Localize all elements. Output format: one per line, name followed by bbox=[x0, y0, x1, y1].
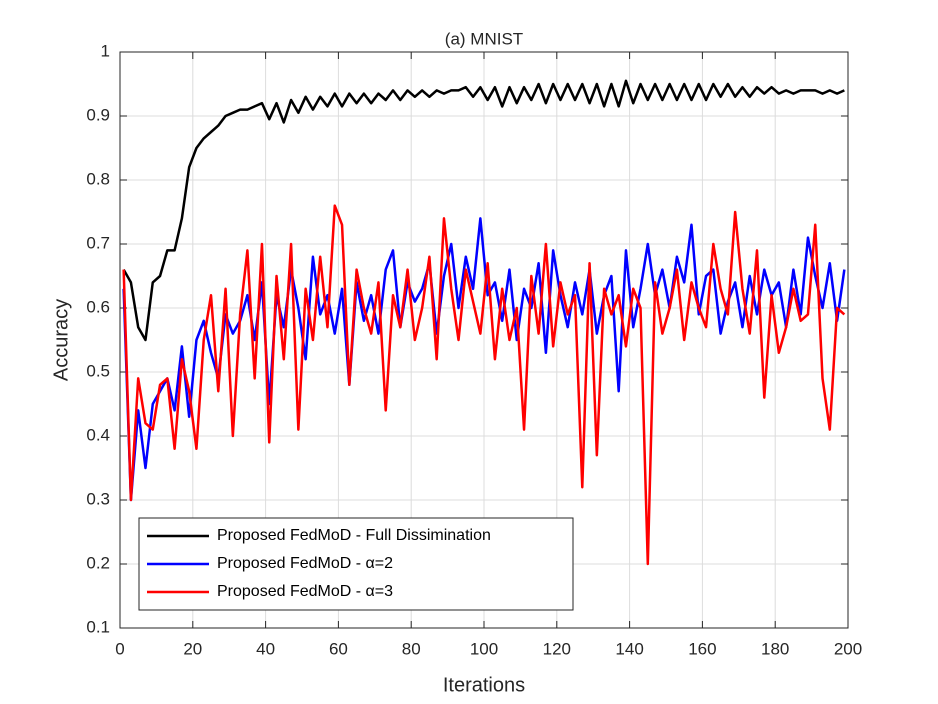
series-line bbox=[122, 217, 846, 502]
plot-frame bbox=[119, 51, 849, 629]
y-tick-label: 0.7 bbox=[86, 233, 110, 252]
y-tick-label: 0.2 bbox=[86, 553, 110, 572]
y-tick-label: 0.1 bbox=[86, 617, 110, 636]
x-tick-label: 180 bbox=[761, 639, 789, 658]
x-axis-label: Iterations bbox=[443, 674, 525, 696]
series-line bbox=[122, 79, 845, 342]
legend-label: Proposed FedMoD - α=3 bbox=[217, 583, 393, 600]
legend-label: Proposed FedMoD - α=2 bbox=[217, 555, 393, 572]
y-tick-label: 0.9 bbox=[86, 105, 110, 124]
x-tick-label: 140 bbox=[615, 639, 643, 658]
y-tick-label: 1 bbox=[101, 41, 110, 60]
x-tick-label: 200 bbox=[834, 639, 862, 658]
y-tick-label: 0.4 bbox=[86, 425, 110, 444]
legend-label: Proposed FedMoD - Full Dissimination bbox=[217, 527, 491, 544]
x-tick-label: 120 bbox=[543, 639, 571, 658]
series-line bbox=[122, 204, 846, 566]
x-tick-label: 0 bbox=[115, 639, 124, 658]
x-tick-label: 60 bbox=[329, 639, 348, 658]
x-tick-label: 80 bbox=[402, 639, 421, 658]
x-tick-label: 40 bbox=[256, 639, 275, 658]
x-tick-label: 100 bbox=[470, 639, 498, 658]
x-tick-label: 160 bbox=[688, 639, 716, 658]
legend-box bbox=[138, 517, 574, 611]
y-tick-label: 0.8 bbox=[86, 169, 110, 188]
y-tick-label: 0.5 bbox=[86, 361, 110, 380]
y-axis-label: Accuracy bbox=[50, 299, 72, 381]
y-tick-label: 0.3 bbox=[86, 489, 110, 508]
x-tick-label: 20 bbox=[183, 639, 202, 658]
chart-title: (a) MNIST bbox=[445, 29, 523, 48]
y-tick-label: 0.6 bbox=[86, 297, 110, 316]
